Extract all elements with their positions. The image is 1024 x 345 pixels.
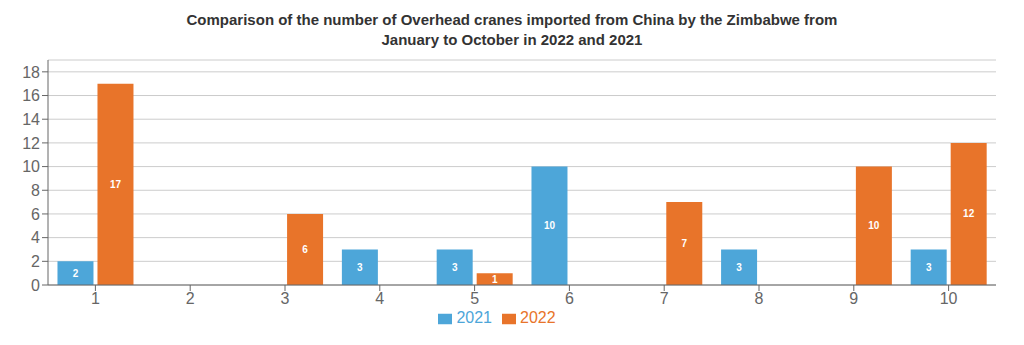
svg-text:16: 16 xyxy=(22,87,40,104)
svg-text:3: 3 xyxy=(357,262,363,273)
svg-text:9: 9 xyxy=(849,290,858,307)
svg-text:1: 1 xyxy=(492,274,498,285)
html-text:2021: 2021 xyxy=(456,309,492,326)
svg-text:10: 10 xyxy=(940,290,958,307)
html-text:Comparison of the number of Ov: Comparison of the number of Overhead cra… xyxy=(186,11,838,28)
svg-text:17: 17 xyxy=(110,179,122,190)
svg-text:0: 0 xyxy=(31,277,40,294)
svg-text:18: 18 xyxy=(22,64,40,81)
svg-text:8: 8 xyxy=(755,290,764,307)
svg-text:10: 10 xyxy=(22,158,40,175)
svg-text:7: 7 xyxy=(681,238,687,249)
svg-text:1: 1 xyxy=(91,290,100,307)
svg-text:14: 14 xyxy=(22,111,40,128)
svg-text:2: 2 xyxy=(186,290,195,307)
svg-text:12: 12 xyxy=(22,135,40,152)
svg-text:3: 3 xyxy=(736,262,742,273)
svg-text:2: 2 xyxy=(31,253,40,270)
svg-text:12: 12 xyxy=(963,208,975,219)
svg-text:3: 3 xyxy=(926,262,932,273)
svg-text:10: 10 xyxy=(544,220,556,231)
svg-text:6: 6 xyxy=(31,206,40,223)
svg-text:10: 10 xyxy=(868,220,880,231)
svg-text:4: 4 xyxy=(31,229,40,246)
svg-text:3: 3 xyxy=(452,262,458,273)
html-text:January to October in 2022 and: January to October in 2022 and 2021 xyxy=(381,31,643,48)
html-text:2022: 2022 xyxy=(520,309,556,326)
svg-text:5: 5 xyxy=(470,290,479,307)
svg-text:2: 2 xyxy=(73,268,79,279)
svg-text:6: 6 xyxy=(302,244,308,255)
svg-text:4: 4 xyxy=(375,290,384,307)
svg-text:6: 6 xyxy=(565,290,574,307)
svg-text:8: 8 xyxy=(31,182,40,199)
svg-text:7: 7 xyxy=(660,290,669,307)
svg-text:3: 3 xyxy=(281,290,290,307)
